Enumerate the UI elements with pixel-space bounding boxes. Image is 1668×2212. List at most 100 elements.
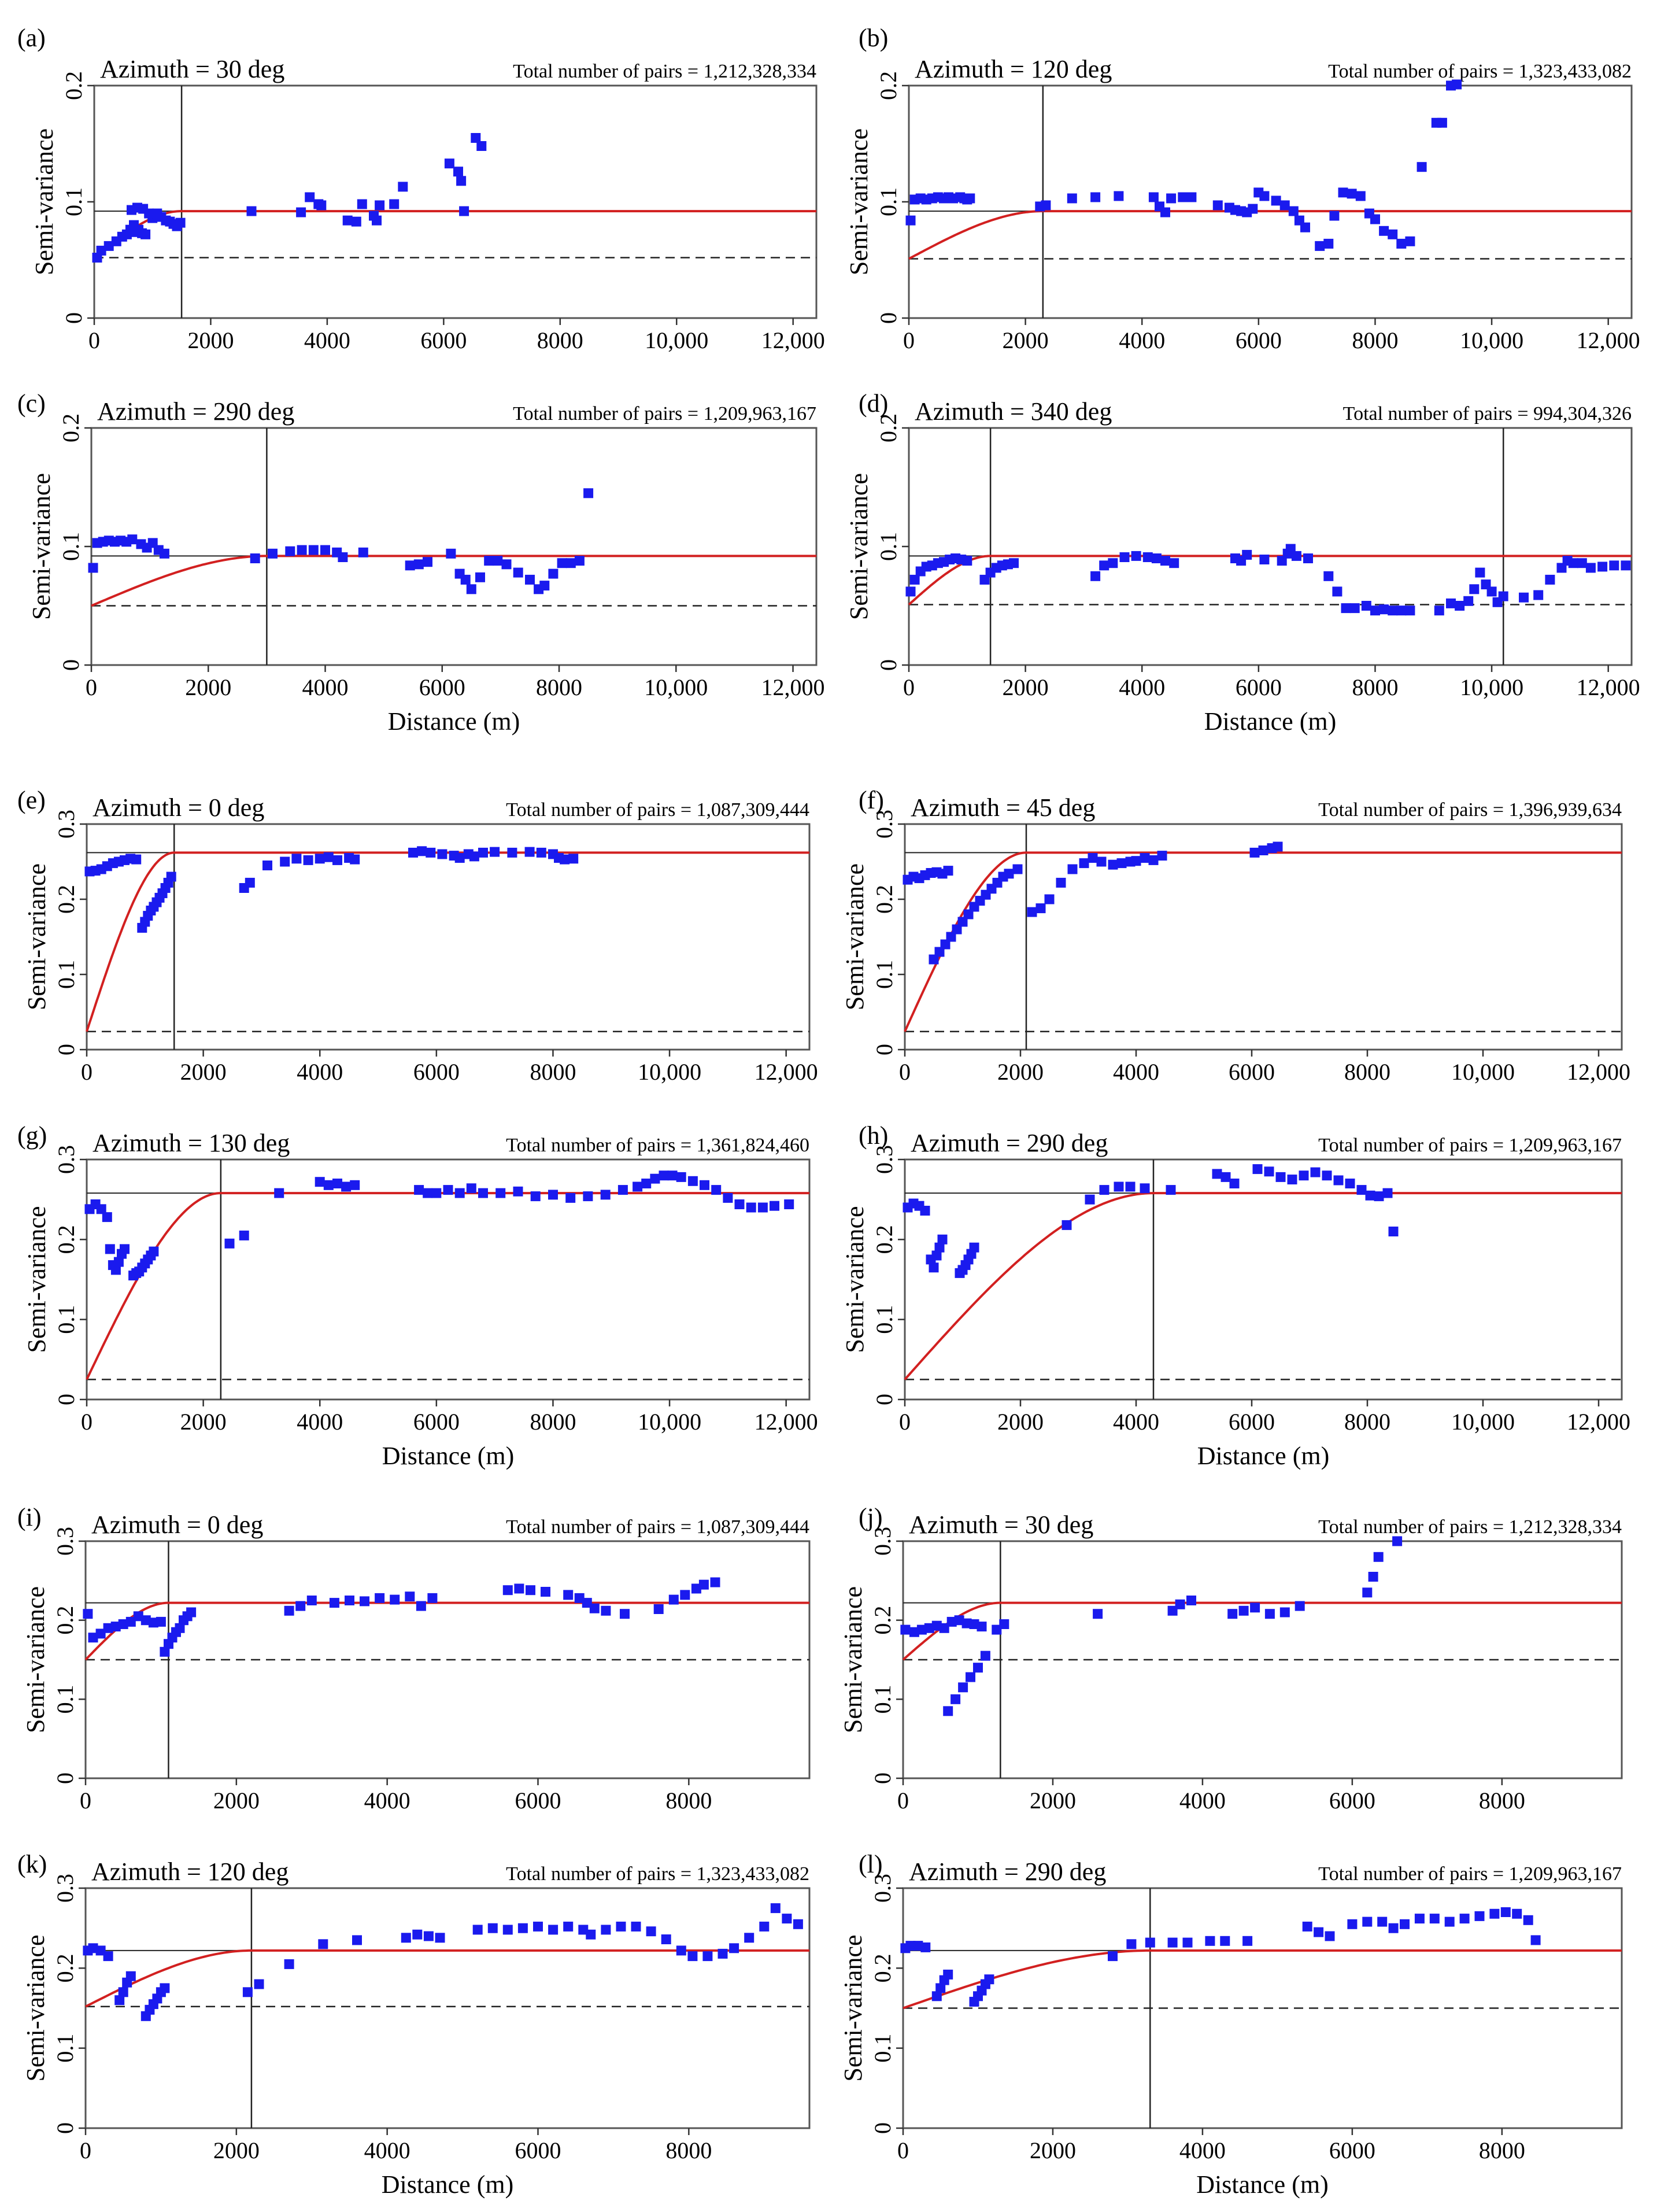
pairs-count: Total number of pairs = 1,209,963,167 [1318, 1135, 1622, 1156]
data-point [668, 1594, 679, 1605]
x-tick-label: 6000 [413, 1409, 460, 1435]
y-tick-label: 0.1 [871, 1305, 897, 1334]
data-point [1288, 206, 1299, 216]
data-point [950, 1694, 961, 1704]
data-point [1444, 1916, 1455, 1927]
x-tick-label: 2000 [1030, 1788, 1076, 1814]
x-tick-label: 6000 [413, 1059, 460, 1085]
panel-label: (f) [859, 786, 884, 814]
data-point [1332, 586, 1342, 597]
pairs-count: Total number of pairs = 1,361,824,460 [506, 1135, 809, 1156]
data-point [127, 534, 138, 545]
data-point [475, 572, 485, 582]
model-curve [908, 555, 1632, 605]
data-point [1597, 562, 1608, 572]
data-point [1186, 192, 1197, 202]
x-tick-label: 4000 [364, 1788, 410, 1814]
y-axis-label: Semi-variance [839, 1934, 867, 2081]
data-point [905, 586, 916, 597]
data-point [88, 1633, 98, 1643]
data-point [1126, 1939, 1137, 1949]
x-axis-label: Distance (m) [1196, 2170, 1328, 2199]
data-point [472, 1925, 483, 1935]
data-point [958, 1682, 968, 1693]
data-point [120, 1244, 130, 1254]
data-point [931, 1620, 942, 1631]
y-tick-label: 0.3 [53, 1145, 79, 1174]
data-point [502, 1585, 513, 1596]
data-point [661, 1934, 671, 1944]
data-point [557, 558, 567, 568]
x-axis-label: Distance (m) [382, 2170, 513, 2199]
y-tick-label: 0.2 [52, 1953, 78, 1982]
x-tick-label: 4000 [1113, 1409, 1159, 1435]
data-point [401, 1933, 411, 1943]
plot-frame [86, 823, 811, 1051]
data-point [372, 215, 382, 226]
data-point [1368, 1572, 1378, 1582]
data-point [583, 1191, 593, 1202]
x-tick-label: 8000 [530, 1409, 576, 1435]
data-point [490, 847, 500, 857]
data-point [113, 1257, 124, 1267]
x-tick-label: 8000 [1479, 1788, 1525, 1814]
x-tick-label: 4000 [1119, 674, 1165, 700]
data-point [159, 548, 169, 559]
data-point [1434, 605, 1444, 616]
x-tick-label: 12,000 [1567, 1409, 1630, 1435]
data-point [156, 1616, 166, 1627]
pairs-count: Total number of pairs = 1,323,433,082 [506, 1863, 809, 1885]
data-point [1519, 592, 1529, 603]
data-point [952, 924, 962, 935]
data-point [578, 1925, 589, 1935]
x-tick-label: 0 [897, 1788, 909, 1814]
data-point [962, 556, 972, 566]
data-point [332, 855, 342, 865]
y-tick-label: 0.1 [52, 2034, 78, 2063]
data-point [1249, 847, 1260, 858]
data-point [1145, 1937, 1155, 1948]
data-point [1186, 1596, 1196, 1605]
plot-frame [904, 1158, 1623, 1401]
data-point [1347, 1919, 1358, 1929]
x-tick-label: 8000 [536, 674, 582, 700]
data-point [1114, 191, 1124, 201]
data-point [125, 1616, 136, 1627]
data-point [1585, 563, 1596, 573]
azimuth-title: Azimuth = 340 deg [915, 397, 1112, 426]
azimuth-title: Azimuth = 130 deg [93, 1129, 290, 1157]
x-tick-label: 0 [899, 1409, 911, 1435]
data-point [617, 1185, 628, 1195]
data-point [140, 1615, 151, 1626]
data-point [96, 1204, 106, 1214]
data-point [1300, 222, 1310, 232]
data-point [1012, 864, 1023, 874]
x-tick-label: 0 [897, 2137, 909, 2163]
data-point [478, 1188, 488, 1198]
data-point [1250, 1602, 1260, 1613]
data-point [1365, 1190, 1375, 1201]
model-curve [86, 1192, 809, 1380]
data-point [1221, 1172, 1231, 1182]
data-point [1212, 1169, 1222, 1179]
data-point [560, 854, 570, 865]
data-point [909, 574, 920, 585]
data-point [1108, 558, 1118, 568]
data-point [1392, 1536, 1403, 1546]
data-point [1090, 192, 1101, 202]
data-point [710, 1577, 720, 1587]
data-point [1140, 853, 1150, 863]
data-point [1345, 1179, 1355, 1188]
data-point [574, 1593, 585, 1603]
data-point [487, 1923, 498, 1933]
x-tick-label: 6000 [1229, 1409, 1275, 1435]
data-point [323, 852, 334, 862]
y-tick-label: 0.1 [871, 960, 897, 989]
azimuth-title: Azimuth = 0 deg [91, 1511, 263, 1539]
data-point [398, 182, 408, 192]
data-point [246, 206, 257, 216]
y-tick-label: 0.2 [58, 413, 84, 442]
data-point [1370, 605, 1380, 616]
data-point [1099, 1185, 1109, 1195]
data-point [1400, 1919, 1410, 1929]
